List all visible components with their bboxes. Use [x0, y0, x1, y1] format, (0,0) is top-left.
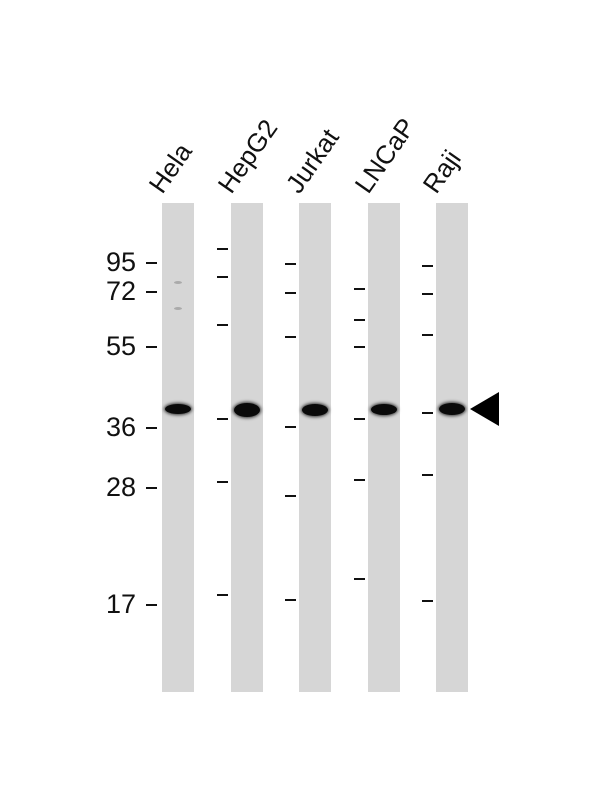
- marker-tick: [354, 319, 365, 321]
- marker-tick: [285, 426, 296, 428]
- marker-tick: [146, 487, 157, 489]
- marker-tick: [146, 346, 157, 348]
- marker-tick: [217, 248, 228, 250]
- lane-hepg2: [231, 203, 263, 692]
- lane-raji: [436, 203, 468, 692]
- mw-marker-label: 72: [105, 276, 136, 306]
- lane-lncap: [368, 203, 400, 692]
- faint-band: [174, 281, 182, 284]
- protein-band: [371, 404, 397, 415]
- lane-label: Jurkat: [279, 123, 345, 199]
- lane-label: Hela: [142, 137, 198, 199]
- marker-tick: [422, 334, 433, 336]
- marker-tick: [285, 292, 296, 294]
- marker-tick: [422, 474, 433, 476]
- marker-tick: [354, 288, 365, 290]
- lane-label: HepG2: [211, 113, 284, 199]
- lane-jurkat: [299, 203, 331, 692]
- marker-tick: [217, 481, 228, 483]
- lane-label: Raji: [416, 144, 467, 199]
- marker-tick: [217, 324, 228, 326]
- marker-tick: [146, 291, 157, 293]
- marker-tick: [146, 604, 157, 606]
- marker-tick: [217, 418, 228, 420]
- mw-marker-label: 36: [105, 412, 136, 442]
- mw-marker-label: 55: [105, 331, 136, 361]
- marker-tick: [285, 263, 296, 265]
- marker-tick: [354, 578, 365, 580]
- marker-tick: [285, 495, 296, 497]
- marker-tick: [422, 265, 433, 267]
- mw-marker-label: 95: [105, 247, 136, 277]
- marker-tick: [146, 262, 157, 264]
- marker-tick: [354, 479, 365, 481]
- marker-tick: [422, 412, 433, 414]
- lane-hela: [162, 203, 194, 692]
- marker-tick: [354, 418, 365, 420]
- target-band-arrowhead-icon: [470, 392, 499, 426]
- mw-marker-label: 17: [105, 589, 136, 619]
- mw-marker-label: 28: [105, 472, 136, 502]
- marker-tick: [217, 594, 228, 596]
- marker-tick: [354, 346, 365, 348]
- marker-tick: [217, 276, 228, 278]
- protein-band: [302, 404, 328, 416]
- protein-band: [439, 403, 465, 415]
- protein-band: [165, 404, 191, 414]
- lane-label: LNCaP: [348, 112, 422, 199]
- marker-tick: [285, 599, 296, 601]
- faint-band: [174, 307, 182, 310]
- protein-band: [234, 403, 260, 417]
- marker-tick: [422, 600, 433, 602]
- marker-tick: [422, 293, 433, 295]
- marker-tick: [146, 427, 157, 429]
- marker-tick: [285, 336, 296, 338]
